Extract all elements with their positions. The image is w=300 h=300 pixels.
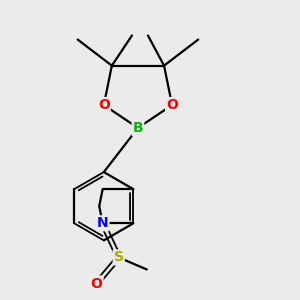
Text: N: N <box>97 216 109 230</box>
Text: O: O <box>98 98 110 112</box>
Text: O: O <box>91 277 103 290</box>
Text: B: B <box>133 121 143 135</box>
Text: O: O <box>166 98 178 112</box>
Text: S: S <box>114 250 124 264</box>
